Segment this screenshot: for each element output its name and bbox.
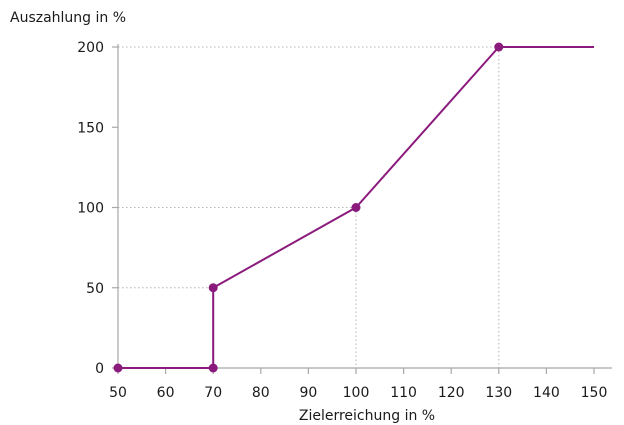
y-tick-label: 50 [86,281,104,297]
x-tick-label: 70 [204,385,222,401]
series-layer [113,42,594,373]
data-point-marker [208,283,218,293]
x-tick-label: 130 [485,385,512,401]
tick-labels: 0 50 100 150 200 50 60 70 80 90 100 110 120 130 140 150 [77,40,607,401]
x-tick-label: 100 [343,385,370,401]
x-tick-label: 60 [157,385,175,401]
data-point-marker [208,363,218,373]
data-point-marker [113,363,123,373]
x-tick-label: 140 [533,385,560,401]
x-tick-label: 90 [299,385,317,401]
y-tick-label: 100 [77,201,104,217]
axes [117,44,612,369]
x-tick-label: 110 [390,385,417,401]
y-tick-label: 200 [77,40,104,56]
x-axis-title: Zielerreichung in % [299,408,435,424]
x-tick-label: 120 [438,385,465,401]
guide-lines [118,46,500,368]
x-tick-label: 150 [581,385,608,401]
data-point-marker [494,42,504,52]
y-tick-label: 150 [77,120,104,136]
series-line [118,46,594,369]
x-tick-label: 80 [252,385,270,401]
data-point-marker [351,203,361,212]
y-tick-label: 0 [95,361,104,377]
y-axis-title: Auszahlung in % [10,10,126,26]
x-tick-label: 50 [109,385,127,401]
